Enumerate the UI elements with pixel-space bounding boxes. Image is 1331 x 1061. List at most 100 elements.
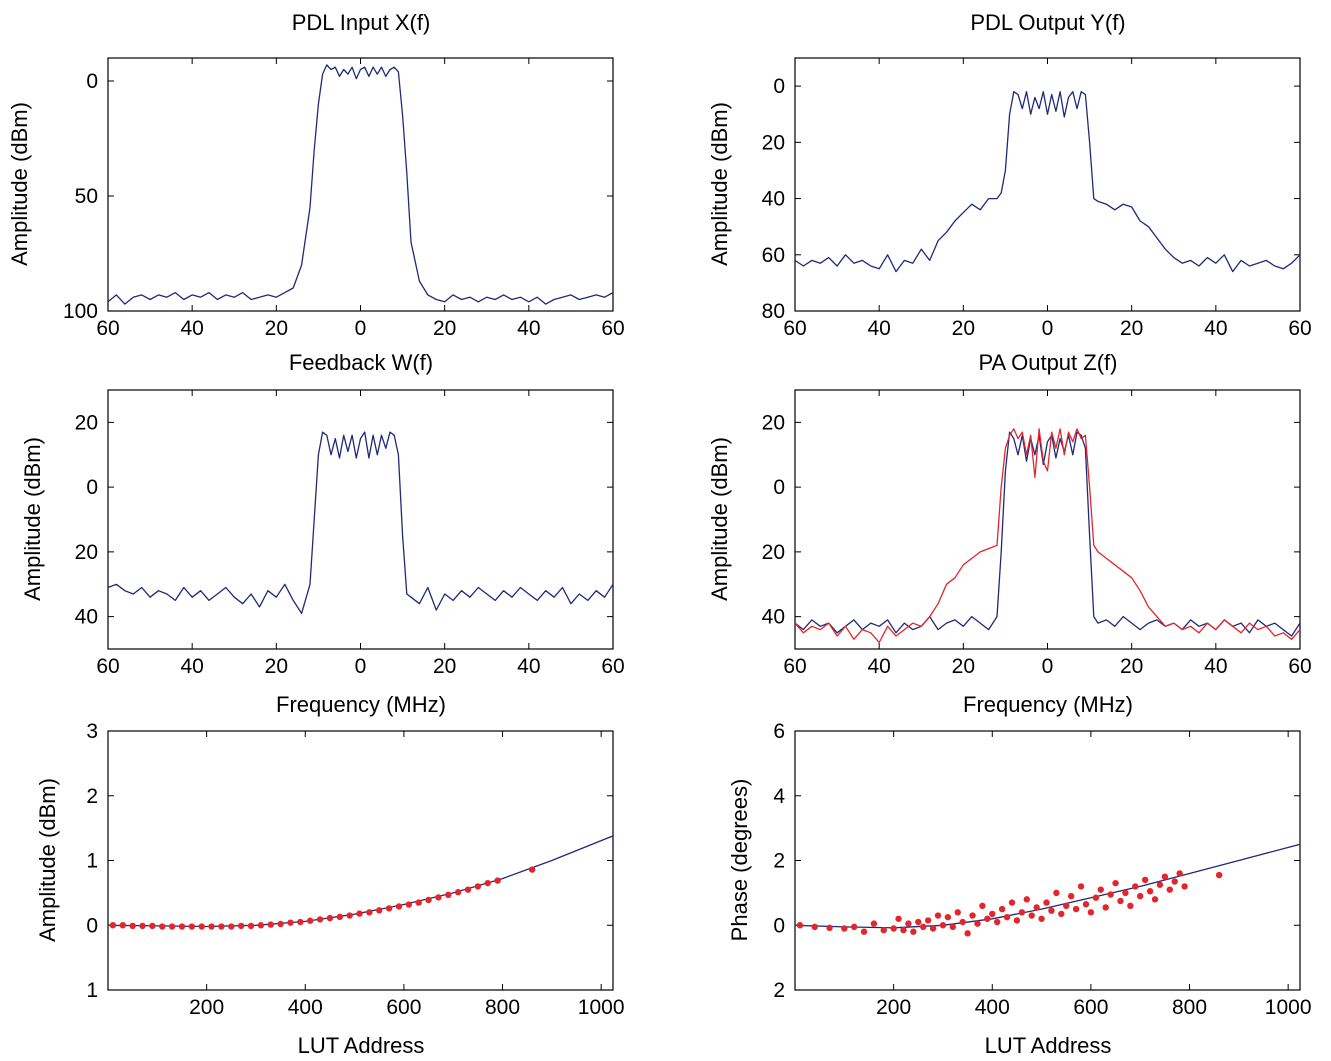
- y-tick-label: 1: [86, 850, 98, 873]
- x-tick-label: 1000: [1265, 996, 1312, 1019]
- x-tick-label: 200: [876, 996, 911, 1019]
- x-tick-label: 20: [952, 317, 975, 340]
- plot-frame: [794, 57, 1301, 312]
- data-point: [129, 922, 136, 930]
- data-point: [1082, 901, 1090, 908]
- data-point: [1146, 888, 1154, 895]
- data-point: [464, 886, 472, 893]
- series-group: [108, 64, 613, 305]
- data-point: [1215, 871, 1223, 879]
- x-tick-label: 40: [867, 655, 890, 678]
- series-group: [795, 843, 1300, 937]
- data-point: [119, 922, 126, 929]
- x-tick-label: 200: [189, 996, 224, 1019]
- data-point: [356, 910, 363, 917]
- y-tick-label: 2: [86, 785, 98, 808]
- panel-pa-output: 60 40 20 0 20 40 60 20 0 20 40 Frequency (MHz) Amp…: [707, 389, 1312, 717]
- y-tick-label: 0: [773, 75, 785, 98]
- panel-lut-phase: 200 400 600 800 1000 6 4 2 0 2 LUT Address Phase …: [727, 720, 1312, 1058]
- x-tick-label: 60: [96, 655, 119, 678]
- data-point: [366, 909, 373, 916]
- x-tick-label: 20: [1120, 655, 1143, 678]
- series-group: [108, 431, 613, 615]
- series-line: [795, 428, 1300, 644]
- data-point: [915, 918, 922, 926]
- data-point: [1112, 879, 1119, 887]
- y-tick-label: 1: [86, 979, 98, 1002]
- data-point: [1033, 904, 1040, 911]
- x-axis-title: LUT Address: [985, 1033, 1112, 1058]
- x-tick-label: 800: [1172, 996, 1207, 1019]
- data-point: [1063, 902, 1070, 910]
- data-point: [395, 903, 403, 910]
- x-tick-label: 20: [433, 317, 456, 340]
- data-point: [880, 926, 887, 934]
- data-point: [474, 883, 482, 890]
- x-tick-label: 40: [1204, 317, 1227, 340]
- data-point: [415, 899, 422, 906]
- x-tick-label: 20: [433, 655, 456, 678]
- data-point: [1102, 904, 1109, 911]
- data-point: [944, 913, 952, 921]
- data-point: [796, 922, 804, 929]
- y-axis-title: Amplitude (dBm): [707, 102, 732, 266]
- data-point: [109, 922, 117, 929]
- data-point: [1132, 883, 1139, 890]
- y-tick-label: 40: [762, 188, 785, 211]
- x-axis-title: Feedback W(f): [289, 350, 433, 375]
- y-axis-title: Amplitude (dBm): [707, 437, 732, 601]
- data-point: [1176, 870, 1183, 877]
- x-tick-label: 20: [1120, 317, 1143, 340]
- x-tick-label: 60: [1288, 317, 1311, 340]
- series-line: [795, 843, 1300, 929]
- data-point: [900, 926, 907, 934]
- series-group: [795, 428, 1300, 644]
- x-axis-title: LUT Address: [298, 1033, 425, 1058]
- data-point: [237, 922, 245, 930]
- x-axis-title: Frequency (MHz): [963, 692, 1133, 717]
- panel-lut-amplitude: 200 400 600 800 1000 3 2 1 0 1 LUT Address Amplit…: [35, 720, 625, 1058]
- data-point: [326, 914, 334, 922]
- data-point: [1151, 896, 1159, 903]
- data-point: [1181, 883, 1188, 890]
- series-group: [795, 91, 1300, 273]
- x-tick-label: 40: [867, 317, 890, 340]
- data-point: [1023, 896, 1030, 903]
- data-point: [1166, 886, 1174, 893]
- data-point: [1156, 881, 1164, 888]
- x-tick-label: 60: [601, 317, 624, 340]
- data-point: [188, 923, 196, 930]
- data-point: [1038, 915, 1045, 922]
- data-point: [1107, 891, 1114, 898]
- y-tick-label: 3: [86, 720, 98, 743]
- x-tick-label: 20: [265, 655, 288, 678]
- plot-content: 60 40 20 0 20 40 60 20 0 20 40: [762, 390, 1312, 678]
- data-point: [494, 877, 501, 884]
- y-tick-label: 0: [86, 476, 98, 499]
- y-tick-label: 40: [75, 606, 98, 629]
- data-point: [159, 923, 166, 930]
- data-point: [860, 928, 868, 935]
- y-tick-label: 0: [86, 70, 98, 93]
- data-point: [1003, 913, 1011, 921]
- plot-content: 60 40 20 0 20 40 60 0 50 100: [63, 58, 625, 340]
- plot-content: 60 40 20 0 20 40 60 20 0 20 40: [75, 390, 625, 678]
- y-axis-title: Amplitude (dBm): [7, 102, 32, 266]
- x-tick-label: 60: [1288, 655, 1311, 678]
- data-point: [1028, 912, 1035, 919]
- x-tick-label: 800: [485, 996, 520, 1019]
- x-tick-label: 0: [1042, 317, 1054, 340]
- plot-content: 200 400 600 800 1000 6 4 2 0 2: [773, 720, 1311, 1019]
- y-axis-title: Phase (degrees): [727, 779, 752, 942]
- data-point: [297, 918, 304, 926]
- y-axis-title: Amplitude (dBm): [20, 437, 45, 601]
- y-tick-label: 0: [86, 914, 98, 937]
- panel-pdl-input: PDL Input X(f) 60 40 20 0 20 40 60 0 50 100 Feedb…: [7, 10, 625, 375]
- data-point: [1043, 899, 1050, 906]
- x-tick-label: 60: [783, 655, 806, 678]
- data-point: [385, 905, 393, 912]
- data-point: [890, 925, 897, 932]
- plot-content: 200 400 600 800 1000 3 2 1 0 1: [86, 720, 624, 1019]
- data-point: [528, 866, 536, 873]
- data-point: [924, 917, 932, 924]
